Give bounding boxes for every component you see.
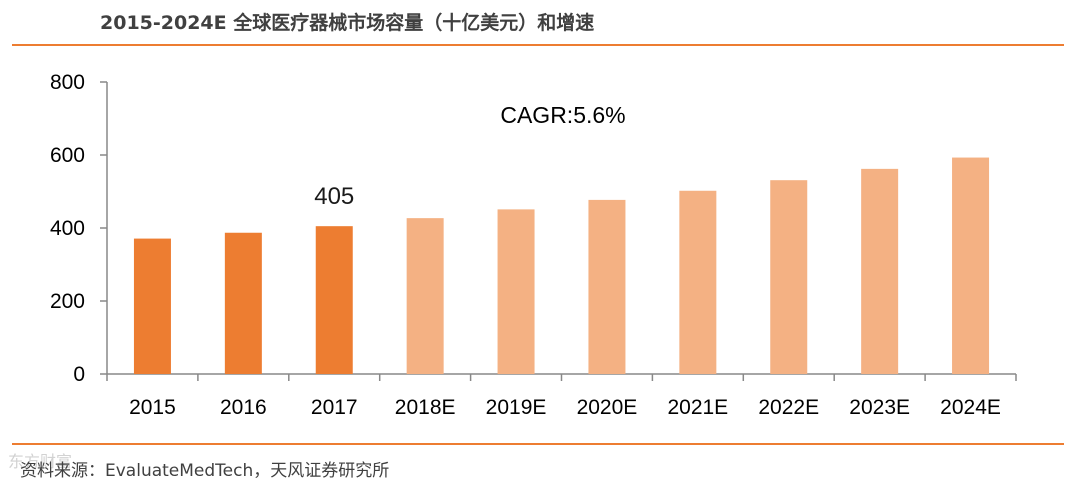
bar-chart: 0 200 400 600 800 2015 2016 2017 2018E 2019E 2020… <box>50 71 1017 419</box>
x-tick-label: 2022E <box>758 396 819 419</box>
cagr-annotation: CAGR:5.6% <box>500 102 625 128</box>
x-tick-label: 2015 <box>129 396 176 419</box>
x-tick-label: 2017 <box>311 396 358 419</box>
bar-2021E <box>679 190 717 374</box>
x-tick-label: 2023E <box>849 396 910 419</box>
bar-2018E <box>406 218 444 374</box>
chart-title: 2015-2024E 全球医疗器械市场容量（十亿美元）和增速 <box>100 12 595 34</box>
watermark: 东方财富 <box>8 452 73 471</box>
bar-2017 <box>315 226 353 374</box>
x-tick-label: 2016 <box>220 396 267 419</box>
bar-2020E <box>588 199 626 374</box>
x-tick-label: 2020E <box>577 396 638 419</box>
y-axis: 0 200 400 600 800 <box>50 71 108 386</box>
bar-2016 <box>224 232 262 374</box>
bars <box>133 157 990 374</box>
y-tick-label: 400 <box>50 217 85 240</box>
x-tick-label: 2019E <box>486 396 547 419</box>
x-axis: 2015 2016 2017 2018E 2019E 2020E 2021E 2022E 202… <box>106 373 1017 419</box>
y-tick-label: 800 <box>50 71 85 94</box>
bar-2019E <box>497 209 535 374</box>
x-tick-label: 2018E <box>395 396 456 419</box>
bar-2015 <box>133 238 171 374</box>
bar-2023E <box>861 168 899 374</box>
source-note: 资料来源：EvaluateMedTech，天风证券研究所 <box>20 461 390 481</box>
y-tick-label: 600 <box>50 144 85 167</box>
title-divider <box>12 44 1064 46</box>
y-tick-label: 0 <box>73 363 85 386</box>
annotations: CAGR:5.6% 405 <box>314 102 625 210</box>
bar-2022E <box>770 180 808 374</box>
x-tick-label: 2024E <box>940 396 1001 419</box>
footer-divider <box>12 443 1064 445</box>
bar-2024E <box>952 157 990 374</box>
data-label-2017: 405 <box>314 183 354 210</box>
x-tick-label: 2021E <box>667 396 728 419</box>
y-tick-label: 200 <box>50 290 85 313</box>
